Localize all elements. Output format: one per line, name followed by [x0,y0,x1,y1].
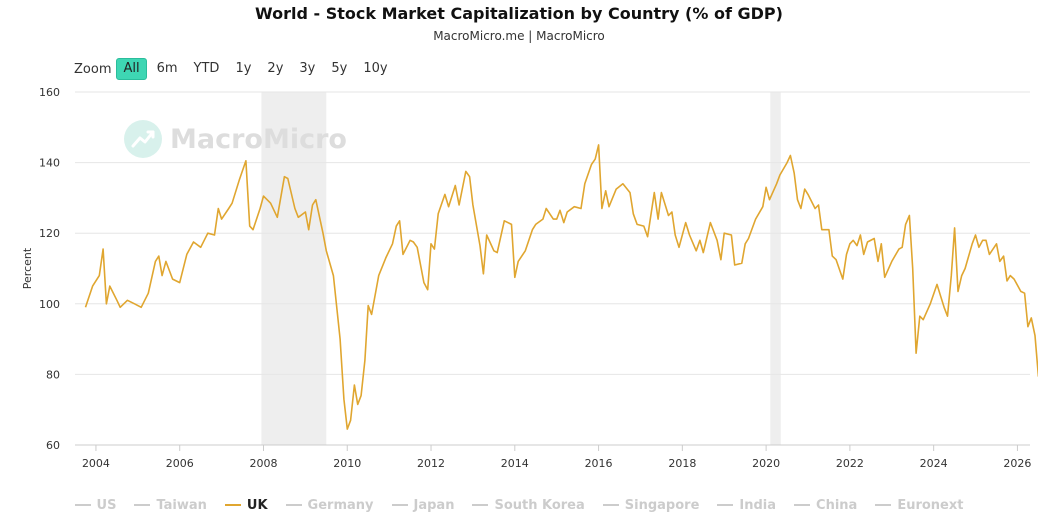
zoom-1y-button[interactable]: 1y [235,61,252,76]
y-tick-label-100: 100 [39,298,60,311]
zoom-all-button[interactable]: All [116,58,147,80]
legend-label: US [96,497,117,513]
legend-swatch [602,504,619,506]
legend-label: Germany [307,497,374,513]
x-tick-label-2026: 2026 [1003,457,1031,470]
y-tick-label-160: 160 [39,86,60,99]
x-tick-label-2020: 2020 [752,457,780,470]
legend-item-singapore[interactable]: Singapore [602,497,700,513]
zoom-10y-button[interactable]: 10y [363,61,388,76]
zoom-6m-button[interactable]: 6m [156,61,178,76]
legend-item-uk[interactable]: UK [224,497,268,513]
legend-item-taiwan[interactable]: Taiwan [134,497,207,513]
legend: US Taiwan UK Germany Japan South Korea S… [0,495,1038,515]
recession-band-0 [261,92,327,445]
legend-swatch [74,504,91,506]
legend-item-india[interactable]: India [717,498,776,513]
legend-swatch [391,504,408,506]
x-tick-label-2006: 2006 [166,457,194,470]
x-tick-label-2024: 2024 [920,457,948,470]
y-tick-label-80: 80 [46,368,60,381]
watermark: MacroMicro [124,120,347,158]
x-tick-label-2022: 2022 [836,457,864,470]
x-tick-label-2016: 2016 [585,457,613,470]
series-line-uk [84,144,1038,430]
y-axis-label: Percent [21,247,34,289]
zoom-2y-button[interactable]: 2y [267,61,284,76]
legend-label: UK [246,497,268,513]
legend-swatch [134,504,151,506]
x-tick-label-2018: 2018 [668,457,696,470]
legend-swatch [717,504,734,506]
zoom-label: Zoom [74,61,112,77]
legend-item-china[interactable]: China [794,498,857,513]
chart-trend-icon [124,120,162,158]
legend-swatch [224,504,241,506]
zoom-controls: Zoom All 6m YTD 1y 2y 3y 5y 10y [74,58,398,80]
legend-item-japan[interactable]: Japan [391,497,455,513]
legend-label: Euronext [897,497,964,513]
chart-title: World - Stock Market Capitalization by C… [255,4,783,23]
legend-item-us[interactable]: US [74,497,117,513]
watermark-text: MacroMicro [170,123,347,155]
legend-label: Singapore [624,497,700,513]
recession-band-1 [770,92,781,445]
legend-label: India [739,497,777,513]
legend-label: Taiwan [156,497,207,513]
legend-swatch [285,504,302,506]
y-tick-label-140: 140 [39,157,60,170]
x-tick-label-2004: 2004 [82,457,110,470]
x-tick-label-2012: 2012 [417,457,445,470]
legend-swatch [875,504,892,506]
zoom-5y-button[interactable]: 5y [331,61,348,76]
legend-swatch [794,504,811,506]
legend-item-euronext[interactable]: Euronext [875,498,963,513]
legend-label: South Korea [494,497,585,513]
x-tick-label-2010: 2010 [333,457,361,470]
legend-item-south-korea[interactable]: South Korea [472,497,585,513]
legend-label: Japan [413,497,455,513]
zoom-3y-button[interactable]: 3y [299,61,316,76]
legend-item-germany[interactable]: Germany [285,497,374,513]
chart-subtitle: MacroMicro.me | MacroMicro [433,29,605,43]
legend-label: China [816,497,858,513]
x-tick-label-2008: 2008 [249,457,277,470]
x-tick-label-2014: 2014 [501,457,529,470]
legend-swatch [472,504,489,506]
y-tick-label-60: 60 [46,439,60,452]
y-tick-label-120: 120 [39,227,60,240]
zoom-ytd-button[interactable]: YTD [193,61,220,76]
